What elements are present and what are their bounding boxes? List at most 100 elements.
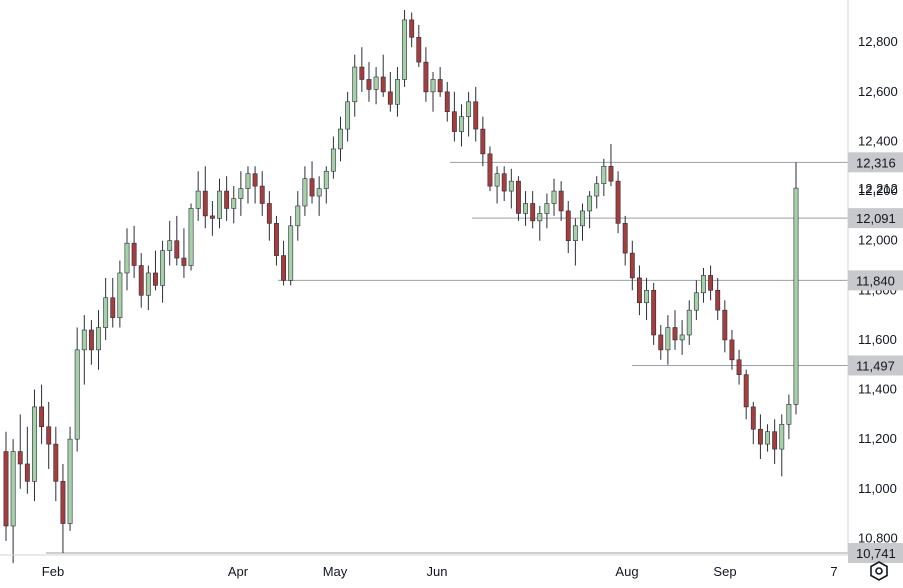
candle[interactable] — [274, 215, 279, 266]
candle[interactable] — [750, 401, 756, 445]
candle[interactable] — [231, 186, 237, 224]
candle[interactable] — [167, 220, 173, 266]
candle[interactable] — [266, 191, 272, 241]
candle[interactable] — [181, 228, 187, 278]
candle[interactable] — [359, 47, 365, 92]
candle[interactable] — [580, 203, 585, 241]
candle[interactable] — [202, 166, 208, 229]
candle[interactable] — [373, 67, 379, 105]
candle[interactable] — [715, 277, 721, 321]
candle[interactable] — [537, 205, 543, 241]
candle[interactable] — [565, 201, 571, 254]
candle[interactable] — [743, 369, 749, 420]
candle[interactable] — [338, 116, 343, 162]
candle[interactable] — [736, 349, 742, 385]
candle[interactable] — [402, 10, 407, 87]
candle[interactable] — [188, 203, 194, 271]
candle[interactable] — [117, 260, 123, 328]
candle[interactable] — [629, 240, 635, 291]
candle[interactable] — [160, 240, 166, 303]
candle[interactable] — [693, 280, 699, 321]
candle[interactable] — [515, 176, 521, 221]
candle[interactable] — [594, 176, 600, 209]
candle[interactable] — [366, 62, 372, 102]
candle[interactable] — [88, 320, 94, 365]
candle[interactable] — [252, 166, 258, 204]
candle[interactable] — [316, 176, 322, 216]
candle[interactable] — [423, 47, 429, 102]
candle[interactable] — [459, 104, 464, 147]
candle[interactable] — [644, 277, 649, 321]
candle[interactable] — [395, 67, 400, 117]
candle[interactable] — [494, 166, 500, 204]
candle[interactable] — [708, 265, 714, 301]
candle[interactable] — [209, 201, 215, 236]
candle[interactable] — [309, 161, 315, 204]
candle[interactable] — [701, 267, 706, 303]
candle[interactable] — [765, 424, 770, 452]
candle[interactable] — [451, 91, 457, 142]
candle[interactable] — [615, 171, 621, 234]
candle[interactable] — [793, 162, 799, 415]
price-axis[interactable]: 10,80011,00011,20011,40011,60011,80012,0… — [858, 34, 898, 545]
candle[interactable] — [544, 193, 550, 229]
candle[interactable] — [530, 191, 536, 229]
candle[interactable] — [46, 401, 52, 469]
candle[interactable] — [281, 240, 287, 286]
candle[interactable] — [145, 265, 151, 311]
candle[interactable] — [558, 181, 564, 221]
candle[interactable] — [551, 178, 557, 216]
candle[interactable] — [53, 426, 59, 502]
candle[interactable] — [217, 178, 222, 229]
candle[interactable] — [466, 91, 472, 137]
candle[interactable] — [74, 327, 80, 452]
candle[interactable] — [96, 310, 101, 370]
candle[interactable] — [416, 24, 422, 68]
candle[interactable] — [665, 315, 671, 365]
candle[interactable] — [686, 300, 692, 345]
candle[interactable] — [110, 277, 116, 328]
candle[interactable] — [131, 225, 137, 278]
candle[interactable] — [729, 330, 735, 370]
candle[interactable] — [651, 282, 657, 345]
plot-area[interactable] — [3, 10, 848, 564]
candle[interactable] — [772, 419, 778, 464]
candle[interactable] — [409, 12, 415, 48]
candle[interactable] — [302, 166, 308, 216]
candle[interactable] — [601, 158, 607, 197]
candle[interactable] — [501, 166, 507, 202]
candle[interactable] — [572, 218, 578, 266]
candle[interactable] — [608, 143, 614, 187]
candle[interactable] — [224, 176, 230, 221]
candle[interactable] — [722, 300, 728, 353]
candle[interactable] — [622, 215, 628, 266]
candle[interactable] — [757, 414, 763, 460]
candle[interactable] — [658, 325, 664, 360]
candle[interactable] — [245, 166, 251, 204]
candle[interactable] — [138, 253, 144, 308]
candle[interactable] — [523, 191, 528, 226]
candle[interactable] — [238, 171, 244, 216]
candle[interactable] — [3, 431, 9, 541]
candle[interactable] — [587, 191, 593, 229]
candle[interactable] — [387, 72, 393, 112]
candle[interactable] — [295, 191, 301, 241]
candle[interactable] — [39, 384, 45, 445]
candle[interactable] — [480, 116, 486, 167]
candle[interactable] — [508, 168, 514, 209]
candle[interactable] — [323, 166, 329, 204]
candle[interactable] — [174, 215, 180, 266]
chart-settings-button[interactable] — [866, 558, 892, 584]
candle[interactable] — [352, 54, 358, 117]
candle[interactable] — [259, 171, 265, 216]
candle[interactable] — [330, 136, 336, 179]
candle[interactable] — [672, 310, 678, 350]
candle[interactable] — [103, 277, 109, 340]
candle[interactable] — [473, 86, 479, 142]
candle[interactable] — [81, 315, 87, 385]
candle[interactable] — [345, 91, 351, 142]
candle[interactable] — [60, 463, 66, 554]
candle[interactable] — [153, 250, 158, 291]
candle[interactable] — [786, 394, 792, 440]
